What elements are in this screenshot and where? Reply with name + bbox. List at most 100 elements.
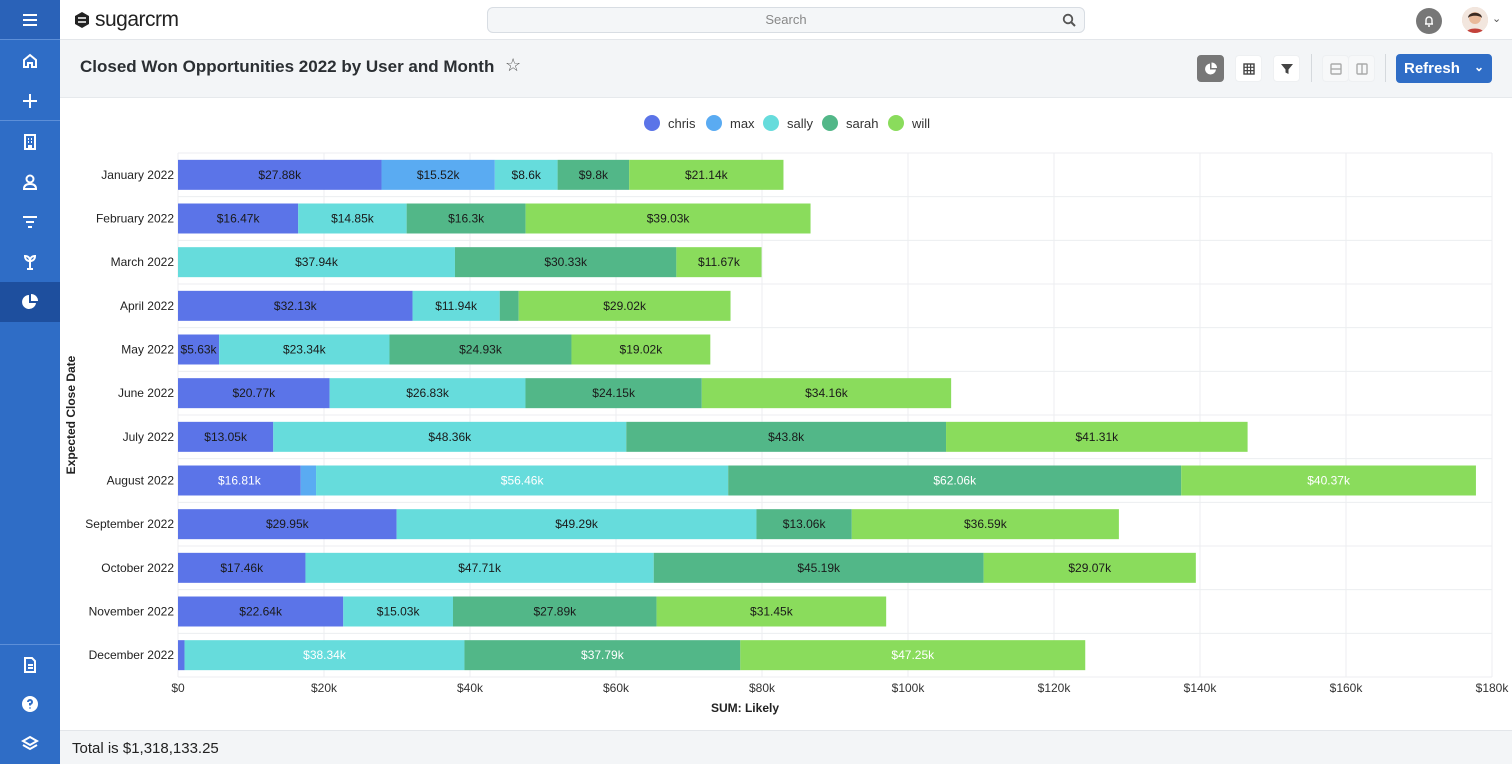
layers-icon	[21, 735, 39, 751]
x-tick-label: $0	[171, 681, 185, 695]
menu-button[interactable]	[0, 0, 60, 40]
bar-label-will: $19.02k	[620, 343, 664, 357]
bar-segment-sally	[396, 509, 757, 540]
bar-segment-sarah	[626, 421, 947, 452]
bar-segment-chris	[178, 203, 299, 234]
bar-segment-chris	[178, 421, 274, 452]
bar-label-chris: $20.77k	[232, 386, 276, 400]
page-title: Closed Won Opportunities 2022 by User an…	[80, 57, 495, 76]
bell-icon	[1425, 16, 1433, 27]
legend-swatch-will	[888, 115, 904, 131]
bar-segment-sarah	[406, 203, 526, 234]
bar-label-sally: $47.71k	[458, 561, 502, 575]
bar-segment-chris	[178, 465, 301, 496]
search-icon[interactable]	[1062, 13, 1076, 27]
bar-label-sarah: $45.19k	[797, 561, 841, 575]
legend-swatch-sarah	[822, 115, 838, 131]
bar-segment-sarah	[389, 334, 572, 365]
bar-label-will: $39.03k	[647, 212, 691, 226]
bar-label-sarah: $27.89k	[533, 605, 577, 619]
chart-panel: chris max sally sarah will $0 $20k $40k $60k $80k…	[60, 98, 1512, 730]
help-icon	[22, 696, 38, 712]
refresh-dropdown-chevron-icon[interactable]: ⌄	[1473, 60, 1484, 74]
toolbar-divider	[1385, 54, 1386, 82]
favorite-star-icon[interactable]: ☆	[505, 55, 522, 75]
bar-segment-sarah	[728, 465, 1182, 496]
bar-label-sally: $49.29k	[555, 517, 599, 531]
legend-label-chris: chris	[668, 116, 696, 131]
bar-label-sarah: $43.8k	[768, 430, 805, 444]
x-tick-label: $80k	[749, 681, 776, 695]
bar-label-sarah: $24.93k	[459, 343, 503, 357]
sidebar-item-leads[interactable]	[0, 202, 60, 242]
bar-label-chris: $13.05k	[204, 430, 248, 444]
notifications-button[interactable]	[1416, 8, 1442, 34]
bar-segment-max	[300, 465, 317, 496]
bar-segment-chris	[178, 640, 185, 671]
y-tick-label: October 2022	[101, 561, 174, 575]
sidebar-item-create[interactable]	[0, 81, 60, 121]
bar-label-sally: $56.46k	[501, 474, 545, 488]
bar-label-will: $31.45k	[750, 605, 794, 619]
table-view-button[interactable]	[1235, 55, 1262, 82]
top-bar: sugarcrm Search ⌄	[60, 0, 1512, 40]
split-horizontal-button[interactable]	[1322, 55, 1349, 82]
search-input[interactable]: Search	[487, 7, 1085, 33]
sidebar-item-documents[interactable]	[0, 644, 60, 684]
bar-label-sally: $11.94k	[435, 299, 478, 313]
sidebar-item-help[interactable]	[0, 684, 60, 724]
filter-icon	[23, 216, 37, 228]
split-vertical-button[interactable]	[1348, 55, 1375, 82]
refresh-button[interactable]: Refresh ⌄	[1396, 54, 1492, 83]
bar-segment-chris	[178, 334, 220, 365]
bar-label-will: $40.37k	[1307, 474, 1351, 488]
hamburger-icon	[23, 13, 37, 26]
sidebar-item-reports[interactable]	[0, 282, 60, 322]
bar-segment-sarah	[557, 159, 630, 190]
stacked-bar-chart: chris max sally sarah will $0 $20k $40k $60k $80k…	[64, 115, 1510, 715]
bar-label-sarah: $9.8k	[579, 168, 609, 182]
bar-segment-sally	[219, 334, 390, 365]
bar-segment-will	[1181, 465, 1476, 496]
user-menu-chevron-icon[interactable]: ⌄	[1492, 13, 1502, 25]
bar-segment-will	[851, 509, 1119, 540]
bar-label-sally: $38.34k	[303, 648, 347, 662]
bar-label-chris: $17.46k	[220, 561, 264, 575]
bar-segment-max	[381, 159, 495, 190]
sidebar-item-accounts[interactable]	[0, 122, 60, 162]
report-header: Closed Won Opportunities 2022 by User an…	[60, 40, 1512, 98]
user-avatar[interactable]	[1462, 7, 1488, 33]
sugar-cube-icon	[75, 12, 89, 28]
y-tick-label: August 2022	[107, 474, 175, 488]
pie-chart-icon	[1204, 62, 1217, 74]
bar-segment-will	[740, 640, 1086, 671]
logo[interactable]: sugarcrm	[72, 8, 179, 32]
sidebar-item-layers[interactable]	[0, 724, 60, 764]
bar-segment-sarah	[464, 640, 741, 671]
bar-segment-will	[701, 378, 952, 409]
toolbar-divider	[1311, 54, 1312, 82]
bar-label-sally: $26.83k	[406, 386, 450, 400]
sidebar-item-contacts[interactable]	[0, 162, 60, 202]
bar-segment-sarah	[499, 290, 519, 321]
legend-swatch-max	[706, 115, 722, 131]
sidebar-item-home[interactable]	[0, 41, 60, 81]
bar-label-chris: $16.81k	[218, 474, 262, 488]
y-tick-label: January 2022	[101, 168, 174, 182]
filter-button[interactable]	[1273, 55, 1300, 82]
home-icon	[23, 53, 37, 68]
sidebar-item-opportunities[interactable]	[0, 242, 60, 282]
bar-segment-sally	[494, 159, 558, 190]
legend-swatch-chris	[644, 115, 660, 131]
bar-segment-sally	[298, 203, 407, 234]
sidebar	[0, 0, 60, 764]
chart-view-button[interactable]	[1197, 55, 1224, 82]
x-tick-label: $40k	[457, 681, 484, 695]
x-tick-label: $160k	[1330, 681, 1364, 695]
bar-label-chris: $29.95k	[266, 517, 310, 531]
x-tick-label: $180k	[1476, 681, 1510, 695]
bar-segment-sarah	[454, 247, 677, 278]
bar-segment-sarah	[452, 596, 657, 627]
bar-segment-will	[518, 290, 731, 321]
person-icon	[22, 174, 38, 190]
